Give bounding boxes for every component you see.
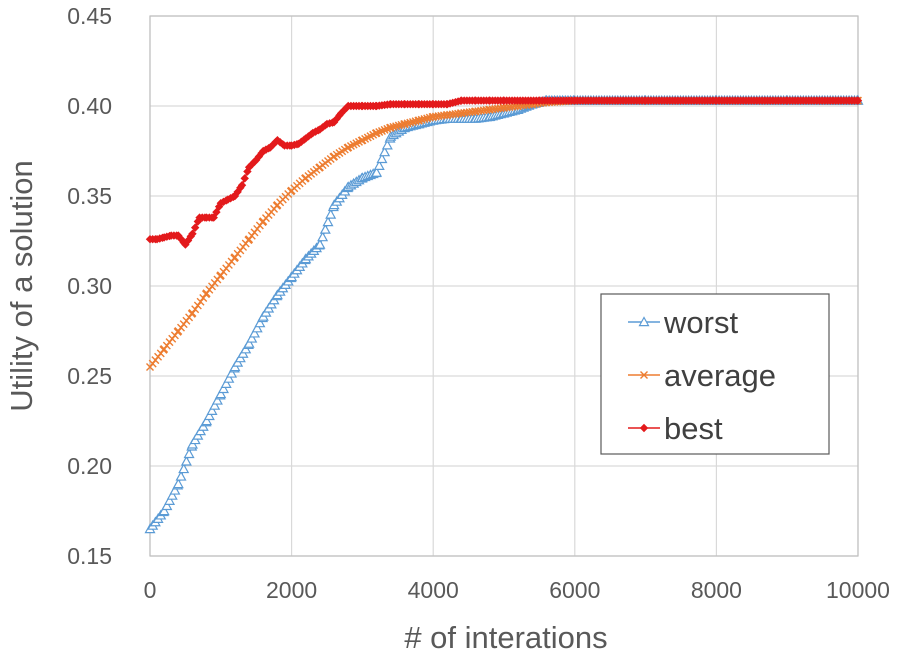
- data-point: [188, 229, 197, 239]
- data-point: [169, 484, 181, 495]
- data-point: [220, 378, 232, 388]
- data-point: [172, 478, 184, 489]
- data-point: [164, 495, 176, 505]
- series-lines: [144, 94, 864, 534]
- data-point: [638, 316, 650, 327]
- y-tick-label: 0.25: [67, 363, 112, 389]
- y-tick-label: 0.15: [67, 543, 112, 569]
- x-tick-labels: 0 2000 4000 6000 8000 10000: [144, 577, 890, 603]
- data-point: [161, 500, 173, 511]
- data-point: [248, 327, 261, 338]
- x-tick-label: 2000: [266, 577, 317, 603]
- data-point: [183, 448, 195, 459]
- data-point: [180, 455, 192, 466]
- y-tick-labels: 0.15 0.20 0.25 0.30 0.35 0.40 0.45: [67, 3, 112, 569]
- data-point: [226, 367, 238, 378]
- x-axis-title: # of interations: [404, 620, 607, 655]
- data-point: [237, 180, 247, 190]
- legend-label: average: [664, 358, 776, 393]
- data-point: [209, 399, 221, 410]
- data-point: [175, 470, 187, 481]
- data-point: [317, 231, 329, 242]
- legend-label: best: [664, 411, 723, 446]
- data-point: [188, 309, 197, 317]
- y-axis-title: Utility of a solution: [4, 160, 39, 412]
- data-point: [381, 139, 393, 150]
- data-point: [373, 160, 385, 170]
- legend-item-best: best: [628, 411, 723, 446]
- legend-item-worst: worst: [628, 305, 738, 340]
- data-point: [206, 405, 218, 415]
- data-point: [201, 415, 213, 426]
- data-point: [243, 337, 255, 348]
- data-point: [251, 322, 263, 333]
- data-point: [203, 410, 215, 421]
- legend: worst average best: [600, 293, 830, 455]
- data-point: [215, 388, 227, 399]
- series-best: [145, 96, 863, 249]
- y-tick-label: 0.40: [67, 93, 112, 119]
- y-tick-label: 0.35: [67, 183, 112, 209]
- data-point: [254, 317, 266, 328]
- x-tick-label: 10000: [826, 577, 890, 603]
- data-point: [212, 207, 221, 217]
- y-tick-label: 0.30: [67, 273, 112, 299]
- y-tick-label: 0.20: [67, 453, 112, 479]
- data-point: [166, 489, 178, 500]
- gridlines: [149, 15, 859, 557]
- x-tick-label: 6000: [549, 577, 600, 603]
- x-tick-label: 4000: [408, 577, 459, 603]
- data-point: [191, 305, 200, 314]
- data-point: [314, 238, 326, 249]
- data-point: [217, 383, 230, 394]
- data-point: [196, 297, 205, 306]
- data-point: [325, 208, 337, 219]
- legend-label: worst: [663, 305, 738, 340]
- data-point: [640, 371, 648, 379]
- data-point: [211, 394, 223, 405]
- plot-frame: [149, 15, 859, 557]
- data-point: [190, 223, 200, 232]
- data-point: [379, 146, 391, 157]
- legend-item-average: average: [628, 358, 776, 393]
- data-point: [199, 293, 208, 302]
- y-tick-label: 0.45: [67, 3, 112, 29]
- series-line-best: [150, 99, 858, 246]
- data-point: [209, 213, 218, 222]
- data-point: [319, 223, 331, 234]
- data-point: [371, 166, 383, 177]
- data-point: [193, 301, 202, 310]
- data-point: [246, 332, 258, 343]
- data-point: [322, 216, 334, 227]
- x-tick-label: 8000: [691, 577, 742, 603]
- data-point: [158, 505, 170, 516]
- data-point: [178, 463, 190, 474]
- data-point: [223, 372, 235, 383]
- data-point: [853, 96, 863, 105]
- data-point: [639, 423, 649, 433]
- data-point: [376, 153, 388, 164]
- data-point: [240, 174, 249, 183]
- x-tick-label: 0: [144, 577, 157, 603]
